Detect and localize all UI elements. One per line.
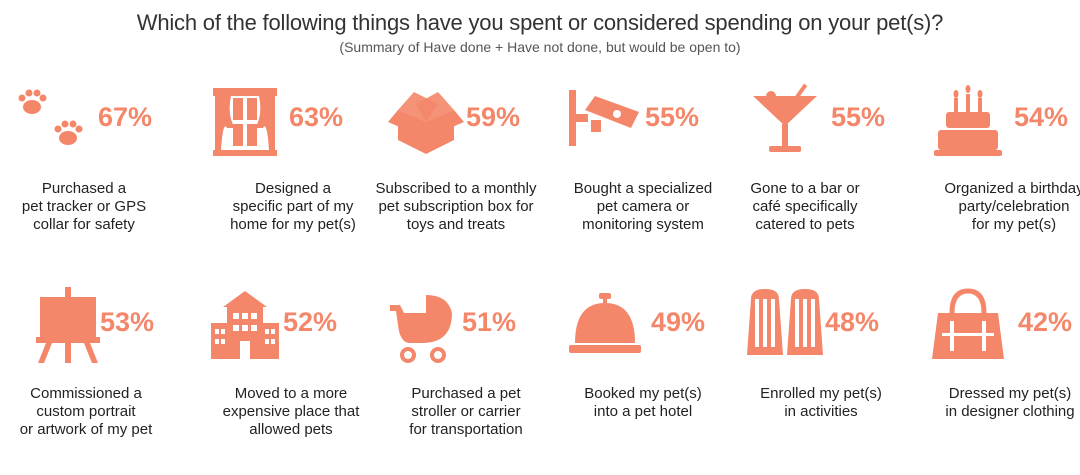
- page-subtitle: (Summary of Have done + Have not done, b…: [339, 39, 741, 55]
- stat-label-line: monitoring system: [582, 216, 704, 233]
- stat-percent: 55%: [831, 102, 886, 132]
- stat-label: Bought a specialized pet camera or monitor…: [553, 180, 733, 234]
- stat-label-line: for my pet(s): [971, 216, 1057, 233]
- stat-percent: 52%: [283, 307, 338, 337]
- stat-percent: 59%: [466, 102, 521, 132]
- swim-fins-icon: [745, 285, 825, 365]
- stat-item: 51% Purchased a pet stroller or carrier for…: [382, 285, 562, 475]
- stat-label-line: toys and treats: [406, 216, 506, 233]
- easel-icon: [28, 285, 108, 365]
- stat-label-line: Organized a birthday: [944, 180, 1080, 197]
- stat-item: 53% Commissioned a custom portrait or artwo…: [10, 285, 190, 475]
- stat-label-line: Moved to a more: [234, 385, 348, 402]
- stat-label-line: in designer clothing: [945, 403, 1075, 420]
- stat-item: 54% Organized a birthday party/celebration…: [928, 80, 1080, 270]
- stat-label: Organized a birthday party/celebration for…: [924, 180, 1080, 234]
- stat-item: 49% Booked my pet(s) into a pet hotel: [565, 285, 745, 475]
- stat-label: Subscribed to a monthly pet subscription …: [366, 180, 546, 234]
- stat-label: Booked my pet(s) into a pet hotel: [553, 385, 733, 421]
- stat-percent: 53%: [100, 307, 155, 337]
- stat-label-line: custom portrait: [36, 403, 136, 420]
- stat-label-line: into a pet hotel: [593, 403, 693, 420]
- stat-item: 48% Enrolled my pet(s) in activities: [745, 285, 925, 475]
- open-box-icon: [386, 80, 466, 160]
- stat-label-line: for transportation: [409, 421, 523, 438]
- stat-label-line: Bought a specialized: [573, 180, 713, 197]
- window-curtain-icon: [205, 80, 285, 160]
- stat-label-line: allowed pets: [249, 421, 333, 438]
- page-title: Which of the following things have you s…: [136, 10, 944, 35]
- service-bell-icon: [565, 285, 645, 365]
- stat-label-line: Designed a: [255, 180, 331, 197]
- stroller-icon: [382, 285, 462, 365]
- stat-label-line: café specifically: [752, 198, 858, 215]
- building-icon: [205, 285, 285, 365]
- stat-label-line: Gone to a bar or: [750, 180, 860, 197]
- stat-label-line: Enrolled my pet(s): [760, 385, 882, 402]
- handbag-icon: [928, 285, 1008, 365]
- stat-label-line: Dressed my pet(s): [948, 385, 1072, 402]
- stat-percent: 55%: [645, 102, 700, 132]
- stat-label-line: party/celebration: [958, 198, 1070, 215]
- stat-label-line: specific part of my: [232, 198, 354, 215]
- stat-item: 55% Gone to a bar or café specifically cate…: [745, 80, 925, 270]
- stat-label-line: Purchased a: [41, 180, 127, 197]
- stat-label-line: Commissioned a: [30, 385, 142, 402]
- security-camera-icon: [565, 80, 645, 160]
- stat-percent: 48%: [825, 307, 880, 337]
- stat-label-line: Booked my pet(s): [584, 385, 702, 402]
- stat-label-line: Purchased a pet: [411, 385, 521, 402]
- stat-label-line: Subscribed to a monthly: [375, 180, 537, 197]
- stat-label-line: pet camera or: [596, 198, 690, 215]
- stat-label: Commissioned a custom portrait or artwork …: [0, 385, 176, 439]
- stat-label: Gone to a bar or café specifically catered…: [715, 180, 895, 234]
- stat-label: Designed a specific part of my home for my…: [203, 180, 383, 234]
- stat-item: 59% Subscribed to a monthly pet subscripti…: [376, 80, 562, 270]
- stat-item: 52% Moved to a more expensive place that al…: [205, 285, 385, 475]
- stat-label: Purchased a pet stroller or carrier for tr…: [376, 385, 556, 439]
- stat-label: Purchased a pet tracker or GPS collar for …: [0, 180, 174, 234]
- stat-item: 63% Designed a specific part of my home for…: [205, 80, 385, 270]
- stat-label: Dressed my pet(s) in designer clothing: [920, 385, 1080, 421]
- stat-label-line: stroller or carrier: [411, 403, 521, 420]
- stat-label: Enrolled my pet(s) in activities: [731, 385, 911, 421]
- stat-percent: 51%: [462, 307, 517, 337]
- stat-percent: 54%: [1014, 102, 1069, 132]
- stat-label-line: expensive place that: [222, 403, 360, 420]
- paw-prints-icon: [10, 80, 90, 160]
- cocktail-glass-icon: [745, 80, 825, 160]
- stat-label-line: catered to pets: [755, 216, 855, 233]
- birthday-cake-icon: [928, 80, 1008, 160]
- stat-label-line: or artwork of my pet: [19, 421, 153, 438]
- stat-label-line: collar for safety: [33, 216, 135, 233]
- stat-label: Moved to a more expensive place that allow…: [201, 385, 381, 439]
- stat-percent: 63%: [289, 102, 344, 132]
- stat-item: 67% Purchased a pet tracker or GPS collar f…: [10, 80, 190, 270]
- stat-label-line: home for my pet(s): [230, 216, 356, 233]
- stat-percent: 67%: [98, 102, 153, 132]
- stat-percent: 42%: [1018, 307, 1073, 337]
- stat-item: 55% Bought a specialized pet camera or moni…: [565, 80, 745, 270]
- stat-percent: 49%: [651, 307, 706, 337]
- stat-label-line: in activities: [784, 403, 858, 420]
- stat-label-line: pet subscription box for: [378, 198, 534, 215]
- stat-label-line: pet tracker or GPS: [21, 198, 147, 215]
- stat-item: 42% Dressed my pet(s) in designer clothing: [928, 285, 1080, 475]
